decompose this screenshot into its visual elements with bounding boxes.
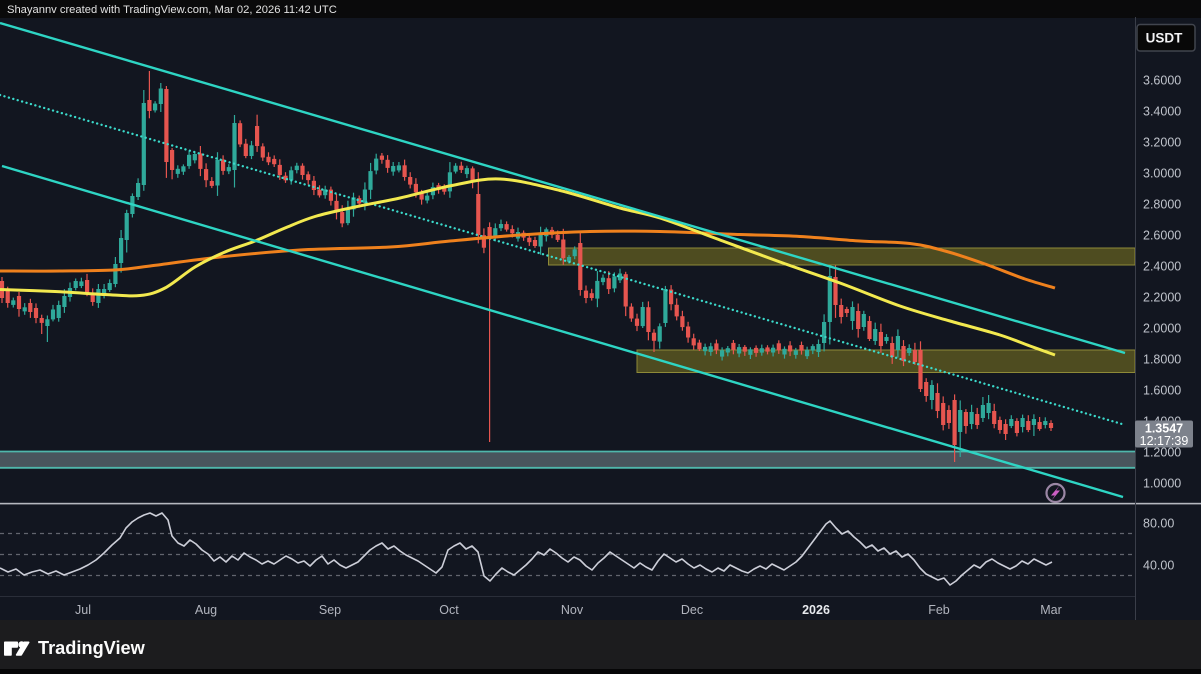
svg-text:Sep: Sep [319, 603, 341, 617]
svg-text:Feb: Feb [928, 603, 950, 617]
svg-text:2026: 2026 [802, 603, 830, 617]
svg-text:1.0000: 1.0000 [1143, 477, 1181, 491]
svg-text:2.6000: 2.6000 [1143, 229, 1181, 243]
svg-text:3.6000: 3.6000 [1143, 74, 1181, 88]
svg-text:1.6000: 1.6000 [1143, 384, 1181, 398]
svg-text:12:17:39: 12:17:39 [1140, 434, 1189, 448]
svg-text:3.2000: 3.2000 [1143, 136, 1181, 150]
svg-text:Oct: Oct [439, 603, 459, 617]
svg-text:40.00: 40.00 [1143, 559, 1174, 573]
svg-text:USDT: USDT [1146, 31, 1184, 46]
svg-text:Jul: Jul [75, 603, 91, 617]
svg-text:Shayannv created with TradingV: Shayannv created with TradingView.com, M… [7, 4, 337, 16]
svg-text:80.00: 80.00 [1143, 517, 1174, 531]
svg-text:1.8000: 1.8000 [1143, 353, 1181, 367]
svg-text:2.4000: 2.4000 [1143, 260, 1181, 274]
svg-text:2.2000: 2.2000 [1143, 291, 1181, 305]
svg-text:1.2000: 1.2000 [1143, 446, 1181, 460]
svg-text:1.3547: 1.3547 [1145, 422, 1183, 436]
svg-text:2.8000: 2.8000 [1143, 198, 1181, 212]
svg-text:Mar: Mar [1040, 603, 1062, 617]
svg-text:3.4000: 3.4000 [1143, 105, 1181, 119]
svg-text:Nov: Nov [561, 603, 584, 617]
svg-text:Dec: Dec [681, 603, 703, 617]
svg-text:TradingView: TradingView [38, 638, 146, 658]
svg-text:2.0000: 2.0000 [1143, 322, 1181, 336]
svg-text:3.0000: 3.0000 [1143, 167, 1181, 181]
svg-text:Aug: Aug [195, 603, 217, 617]
